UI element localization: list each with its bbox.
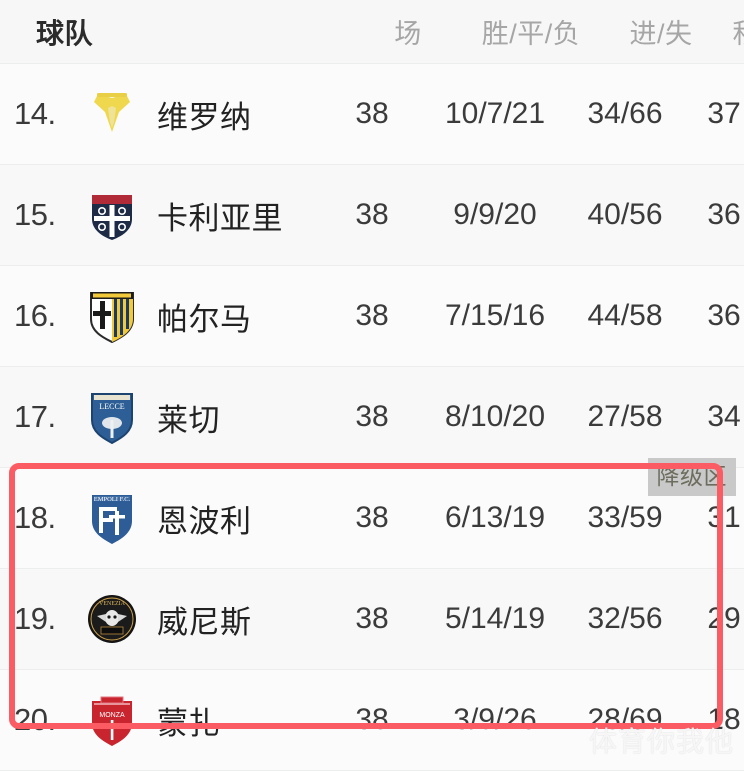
relegation-zone-badge: 降级区 [647,458,736,496]
team-name: 蒙扎 [157,705,220,741]
table-header-row: 球队 场 胜/平/负 进/失 积分 [0,0,744,64]
team-name: 恩波利 [157,503,252,539]
parma-crest [84,288,140,344]
rank-number: 14. [14,96,56,131]
table-row[interactable]: 18. EMPOLI F.C. 恩波利 38 6/13/19 33/59 31 [0,468,744,569]
venezia-crest: VENEZIA [84,591,140,647]
team-cell[interactable]: 20. MONZA 蒙扎 [0,692,324,748]
table-row[interactable]: 14. 维罗纳 38 10/7/21 34/66 37 [0,64,744,165]
table-row[interactable]: 17. LECCE 莱切 38 8/10/20 27/58 34 [0,367,744,468]
svg-text:MONZA: MONZA [99,712,125,719]
rank-number: 17. [14,399,56,434]
win-draw-loss-value: 9/9/20 [453,198,537,231]
column-header-points[interactable]: 积分 [716,12,744,51]
rank-number: 15. [14,197,56,232]
team-name: 帕尔马 [157,301,252,337]
win-draw-loss-value: 7/15/16 [444,299,546,332]
goals-for-against-value: 28/69 [587,703,663,736]
points-value: 37 [707,97,741,130]
team-name: 威尼斯 [157,604,252,640]
goals-for-against-value: 34/66 [587,97,663,130]
matches-played-value: 38 [355,501,389,534]
win-draw-loss-value: 8/10/20 [444,400,546,433]
team-name: 维罗纳 [157,99,252,135]
points-value: 18 [707,703,741,736]
win-draw-loss-value: 6/13/19 [444,501,546,534]
goals-for-against-value: 44/58 [587,299,663,332]
column-header-goals[interactable]: 进/失 [629,19,693,49]
rank-number: 18. [14,500,56,535]
monza-crest: MONZA [84,692,140,748]
column-header-team[interactable]: 球队 [36,17,94,49]
team-cell[interactable]: 15. 卡利亚里 [0,187,324,243]
standings-rows: 14. 维罗纳 38 10/7/21 34/66 37 15. 卡利亚里 38 9/9/20 4… [0,64,744,771]
matches-played-value: 38 [355,198,389,231]
table-row[interactable]: 19. VENEZIA 威尼斯 38 5/14/19 32/56 29 [0,569,744,670]
table-row[interactable]: 15. 卡利亚里 38 9/9/20 40/56 36 [0,165,744,266]
table-row[interactable]: 16. 帕尔马 38 7/15/16 44/58 36 [0,266,744,367]
points-value: 34 [707,400,741,433]
matches-played-value: 38 [355,400,389,433]
matches-played-value: 38 [355,602,389,635]
points-value: 29 [707,602,741,635]
rank-number: 16. [14,298,56,333]
win-draw-loss-value: 3/9/26 [453,703,537,736]
win-draw-loss-value: 5/14/19 [444,602,546,635]
matches-played-value: 38 [355,97,389,130]
column-header-win-draw-loss[interactable]: 胜/平/负 [481,19,581,49]
team-cell[interactable]: 16. 帕尔马 [0,288,324,344]
goals-for-against-value: 33/59 [587,501,663,534]
matches-played-value: 38 [355,703,389,736]
team-cell[interactable]: 14. 维罗纳 [0,86,324,142]
team-cell[interactable]: 17. LECCE 莱切 [0,389,324,445]
goals-for-against-value: 27/58 [587,400,663,433]
team-name: 卡利亚里 [157,200,283,236]
svg-text:LECCE: LECCE [99,402,124,411]
lecce-crest: LECCE [84,389,140,445]
team-cell[interactable]: 19. VENEZIA 威尼斯 [0,591,324,647]
win-draw-loss-value: 10/7/21 [444,97,546,130]
svg-text:EMPOLI F.C.: EMPOLI F.C. [94,496,131,503]
rank-number: 19. [14,601,56,636]
verona-crest [84,86,140,142]
team-cell[interactable]: 18. EMPOLI F.C. 恩波利 [0,490,324,546]
points-value: 36 [707,198,741,231]
empoli-crest: EMPOLI F.C. [84,490,140,546]
goals-for-against-value: 40/56 [587,198,663,231]
cagliari-crest [84,187,140,243]
matches-played-value: 38 [355,299,389,332]
svg-text:VENEZIA: VENEZIA [99,601,126,607]
goals-for-against-value: 32/56 [587,602,663,635]
watermark-text: 体育你我他 [588,726,734,757]
points-value: 31 [707,501,741,534]
points-value: 36 [707,299,741,332]
team-name: 莱切 [157,402,220,438]
column-header-played[interactable]: 场 [394,19,422,49]
rank-number: 20. [14,702,56,737]
